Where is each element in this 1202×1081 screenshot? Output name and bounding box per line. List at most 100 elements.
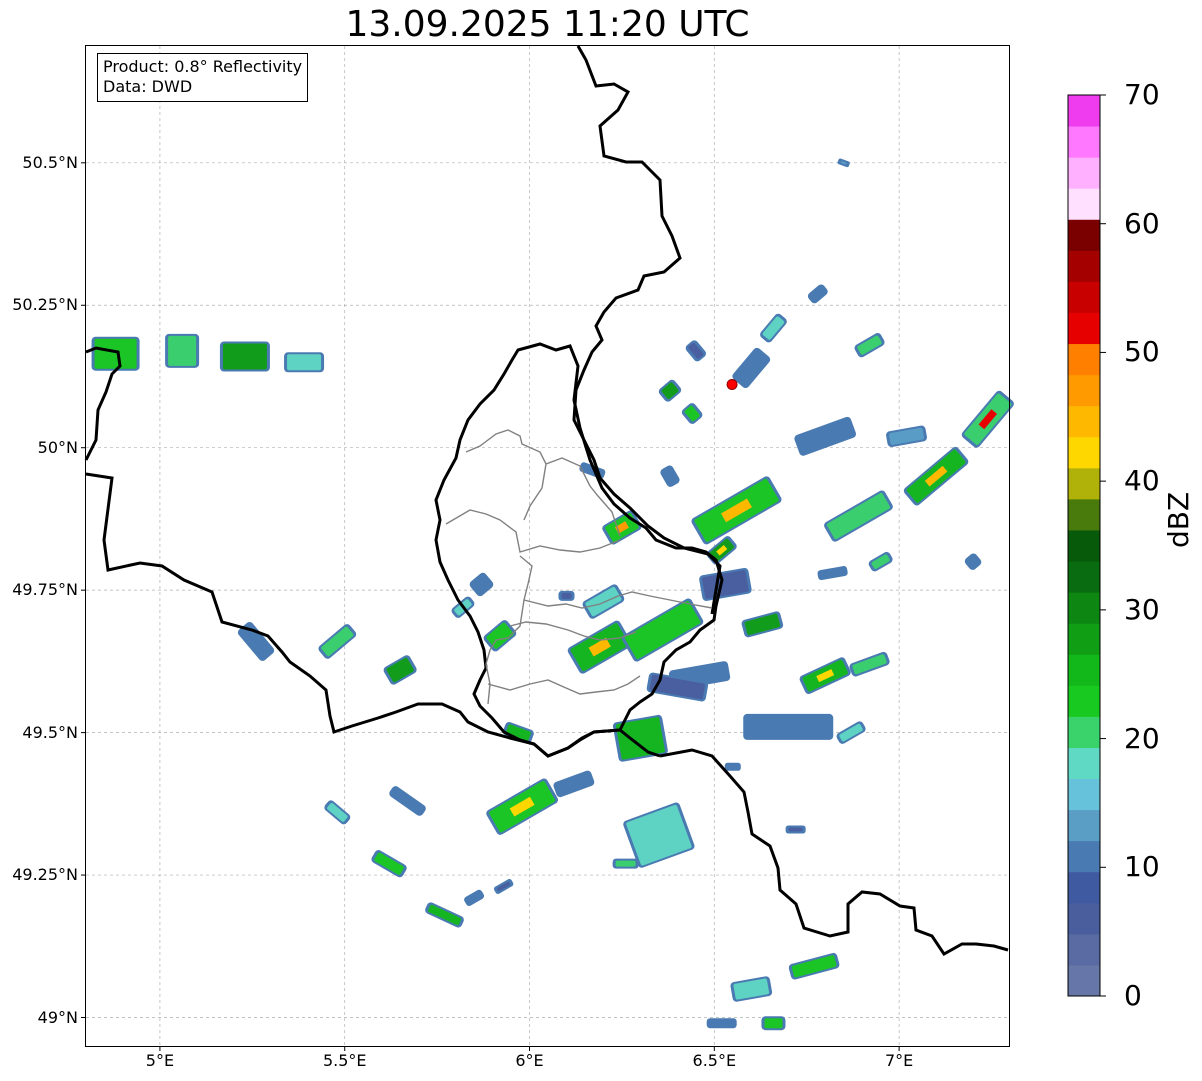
- colorbar-tick-label: 50: [1124, 335, 1160, 369]
- echo-core: [721, 498, 752, 523]
- lat-tick-label: 50°N: [37, 437, 78, 457]
- echo-inner: [222, 343, 267, 370]
- axis-ticks: [81, 162, 900, 1051]
- echo-cell: [681, 403, 703, 424]
- echo-cell: [724, 762, 741, 771]
- echo-cell: [868, 551, 893, 572]
- colorbar-segment: [1068, 840, 1100, 873]
- colorbar-segment: [1068, 188, 1100, 220]
- luxembourg-border: [434, 342, 724, 758]
- echo-inner: [561, 592, 572, 599]
- map-title: 13.09.2025 11:20 UTC: [345, 4, 750, 45]
- echo-cell: [91, 336, 140, 371]
- colorbar-segment: [1068, 871, 1100, 904]
- echo-cell: [886, 425, 927, 448]
- echo-inner: [428, 904, 461, 926]
- colorbar-segment: [1068, 343, 1100, 376]
- info-data-source: Data: DWD: [103, 77, 193, 96]
- lat-tick-label: 49.25°N: [12, 865, 78, 885]
- colorbar-segment: [1068, 126, 1100, 158]
- echo-inner: [826, 493, 890, 540]
- echo-inner: [585, 586, 622, 617]
- echo-cell: [464, 889, 485, 906]
- echo-inner: [649, 674, 706, 700]
- colorbar-segment: [1068, 467, 1100, 500]
- echo-inner: [327, 803, 348, 822]
- echo-cell: [794, 416, 857, 456]
- echo-cell: [612, 714, 668, 762]
- lat-tick-label: 49.5°N: [22, 722, 78, 742]
- echo-cell: [284, 352, 325, 373]
- echo-inner: [615, 860, 636, 867]
- echo-cell: [324, 800, 351, 825]
- lon-tick-label: 5°E: [145, 1051, 175, 1070]
- echo-inner: [746, 715, 831, 738]
- echo-cell: [165, 333, 200, 368]
- lat-tick-label: 49.75°N: [12, 580, 78, 600]
- echo-cell: [567, 620, 632, 674]
- echo-cell: [785, 825, 806, 834]
- colorbar-segment: [1068, 498, 1100, 531]
- echo-cell: [612, 858, 639, 869]
- echo-cell: [503, 722, 534, 744]
- echo-inner: [735, 350, 768, 386]
- colorbar-segment: [1068, 809, 1100, 842]
- echo-cell: [788, 952, 840, 980]
- colorbar-segment: [1068, 685, 1100, 717]
- echo-cell: [807, 284, 828, 304]
- colorbar-tick-label: 20: [1124, 721, 1160, 755]
- gridlines: [86, 46, 1010, 1046]
- echo-inner: [791, 955, 837, 978]
- colorbar-segment: [1068, 716, 1100, 748]
- colorbar-segment: [1068, 747, 1100, 780]
- echo-inner: [486, 622, 514, 649]
- echo-cell: [469, 572, 494, 597]
- colorbar: [1067, 94, 1106, 997]
- colorbar-tick-label: 0: [1124, 979, 1142, 1012]
- echo-cell: [383, 655, 417, 685]
- echo-cell: [389, 786, 426, 816]
- echo-inner: [94, 338, 137, 369]
- lat-tick-label: 49°N: [37, 1007, 78, 1027]
- colorbar-segment: [1068, 250, 1100, 282]
- echo-core: [924, 465, 948, 487]
- echo-cell: [817, 566, 848, 581]
- colorbar-segment: [1068, 374, 1100, 407]
- echo-inner: [556, 773, 592, 795]
- echo-inner: [392, 788, 423, 814]
- echo-core: [816, 669, 835, 683]
- colorbar-frame: [1067, 94, 1101, 997]
- echo-cell: [660, 465, 680, 487]
- colorbar-segment: [1068, 623, 1100, 655]
- info-product: Product: 0.8° Reflectivity: [103, 57, 303, 76]
- echo-inner: [472, 575, 491, 594]
- echo-inner: [788, 827, 803, 832]
- echo-inner: [727, 764, 738, 769]
- colorbar-segment: [1068, 902, 1100, 935]
- info-box: Product: 0.8° Reflectivity Data: DWD: [97, 53, 309, 102]
- colorbar-segment: [1068, 281, 1100, 313]
- echo-core: [588, 637, 611, 657]
- echo-cell: [824, 490, 893, 542]
- echo-inner: [684, 405, 700, 422]
- echo-inner: [889, 427, 924, 445]
- colorbar-segment: [1068, 654, 1100, 686]
- echo-cell: [685, 340, 706, 362]
- echo-cell: [699, 567, 752, 601]
- echo-cell: [964, 553, 982, 570]
- echo-inner: [506, 724, 531, 741]
- colorbar-tick-label: 40: [1124, 464, 1160, 498]
- echo-inner: [797, 419, 854, 454]
- echo-inner: [626, 804, 692, 866]
- lon-tick-label: 7°E: [884, 1051, 914, 1070]
- echo-inner: [871, 554, 890, 569]
- echo-inner: [820, 568, 845, 578]
- colorbar-segment: [1068, 219, 1100, 251]
- colorbar-segment: [1068, 405, 1100, 438]
- echo-core: [978, 409, 998, 430]
- national-border-south: [659, 748, 1009, 956]
- echo-cell: [237, 621, 275, 661]
- echo-cell: [558, 590, 575, 601]
- echo-cell: [553, 770, 595, 798]
